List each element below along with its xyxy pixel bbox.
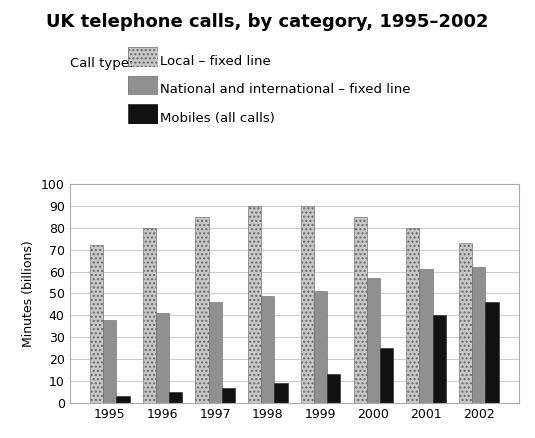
Bar (366, 278, 380, 403)
Bar (327, 374, 340, 403)
Text: National and international – fixed line: National and international – fixed line (160, 83, 411, 96)
Bar (248, 206, 261, 403)
Bar (143, 228, 156, 403)
Bar (156, 313, 169, 403)
Bar (116, 396, 129, 403)
Text: Mobiles (all calls): Mobiles (all calls) (160, 112, 276, 125)
Bar (459, 243, 472, 403)
Bar (274, 383, 288, 403)
Bar (195, 217, 209, 403)
Bar (301, 206, 314, 403)
Bar (354, 217, 366, 403)
Y-axis label: Minutes (billions): Minutes (billions) (22, 240, 35, 347)
Text: Call type:: Call type: (70, 57, 133, 70)
Bar (419, 269, 433, 403)
Bar (472, 267, 485, 403)
Bar (380, 348, 393, 403)
Bar (314, 291, 327, 403)
Bar (209, 302, 222, 403)
Bar (261, 296, 274, 403)
Bar (485, 302, 499, 403)
Bar (222, 388, 235, 403)
Text: Local – fixed line: Local – fixed line (160, 55, 271, 68)
Bar (406, 228, 419, 403)
Text: UK telephone calls, by category, 1995–2002: UK telephone calls, by category, 1995–20… (46, 13, 489, 31)
Bar (90, 245, 103, 403)
Bar (103, 320, 116, 403)
Bar (169, 392, 182, 403)
Bar (433, 315, 446, 403)
